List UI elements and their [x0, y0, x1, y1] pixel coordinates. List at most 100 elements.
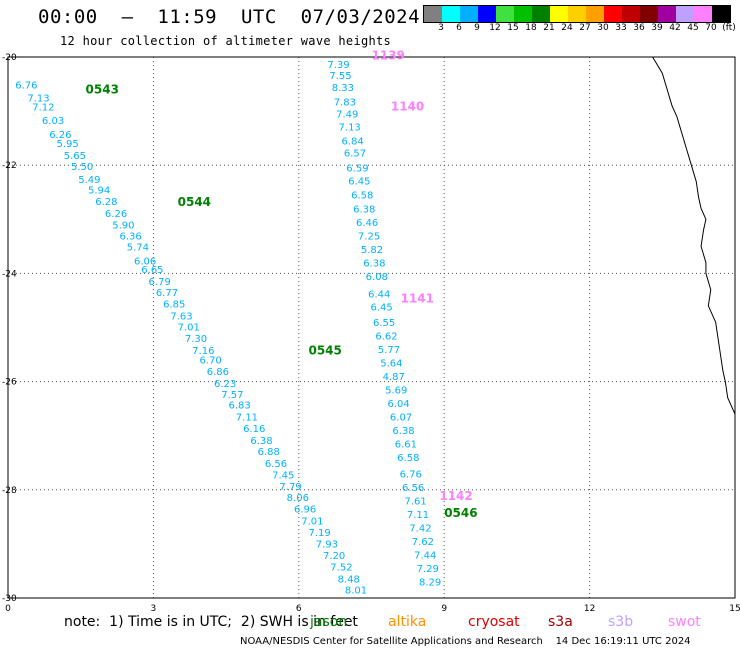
pass-time-label: 0544	[178, 195, 211, 209]
wave-height-label: 6.04	[387, 399, 409, 410]
legend-swatch	[568, 6, 586, 22]
wave-height-label: 5.82	[361, 245, 383, 256]
wave-height-label: 7.12	[32, 103, 54, 114]
wave-height-label: 5.49	[78, 175, 100, 186]
wave-height-label: 6.28	[95, 197, 117, 208]
y-tick-label: -20	[2, 53, 17, 63]
x-tick-label: 0	[5, 604, 11, 614]
wave-height-label: 7.20	[323, 551, 345, 562]
wave-height-label: 8.48	[338, 574, 360, 585]
footer: note: 1) Time is in UTC; 2) SWH is in fe…	[0, 610, 740, 650]
legend-swatch	[694, 6, 712, 22]
wave-height-label: 7.30	[185, 334, 207, 345]
wave-height-label: 6.46	[356, 218, 378, 229]
legend-label: 27	[579, 23, 591, 33]
legend-label: 18	[525, 23, 537, 33]
legend-swatch	[496, 6, 514, 22]
wave-height-label: 8.06	[287, 493, 309, 504]
wave-height-label: 6.56	[265, 459, 287, 470]
chart-subtitle: 12 hour collection of altimeter wave hei…	[60, 34, 392, 48]
wave-height-label: 6.06	[134, 257, 156, 268]
wave-height-label: 6.45	[348, 177, 370, 188]
legend-swatch	[460, 6, 478, 22]
wave-height-label: 7.93	[316, 540, 338, 551]
wave-height-label: 6.56	[402, 483, 424, 494]
x-tick-label: 9	[441, 604, 447, 614]
wave-height-label: 8.29	[419, 578, 441, 589]
wave-height-label: 5.65	[64, 151, 86, 162]
legend-label: 42	[669, 23, 681, 33]
wave-height-label: 6.26	[105, 209, 127, 220]
chart-title: 00:00 – 11:59 UTC 07/03/2024	[38, 6, 421, 28]
wave-height-label: 7.44	[414, 551, 436, 562]
x-tick-label: 15	[729, 604, 740, 614]
legend-label: 6	[456, 23, 462, 33]
wave-height-label: 7.62	[412, 537, 434, 548]
legend-label: 70	[705, 23, 717, 33]
pass-time-label: 1141	[401, 292, 434, 306]
wave-height-label: 7.01	[178, 323, 200, 334]
legend-label: 24	[561, 23, 573, 33]
wave-height-label: 7.49	[336, 110, 358, 121]
wave-height-label: 5.94	[88, 185, 110, 196]
wave-height-label: 7.83	[334, 98, 356, 109]
wave-height-label: 6.79	[149, 277, 171, 288]
wave-height-label: 7.52	[330, 562, 352, 573]
legend-swatch	[604, 6, 622, 22]
legend-label: 15	[507, 23, 519, 33]
y-tick-label: -22	[2, 161, 17, 171]
legend-label: 45	[687, 23, 699, 33]
wave-height-label: 6.85	[163, 299, 185, 310]
wave-height-label: 6.03	[42, 116, 64, 127]
y-tick-label: -26	[2, 378, 17, 388]
wave-height-label: 8.33	[332, 83, 354, 94]
wave-height-label: 5.77	[378, 345, 400, 356]
wave-height-label: 6.65	[141, 265, 163, 276]
wave-height-label: 4.87	[383, 372, 405, 383]
wave-height-label: 7.61	[404, 496, 426, 507]
wave-height-label: 6.61	[395, 440, 417, 451]
wave-height-label: 5.90	[112, 220, 134, 231]
wave-height-label: 7.55	[329, 71, 351, 82]
wave-height-label: 6.58	[351, 191, 373, 202]
wave-height-label: 6.07	[390, 413, 412, 424]
wave-height-label: 6.59	[346, 164, 368, 175]
pass-time-label: 0545	[308, 344, 341, 358]
legend-swatch	[658, 6, 676, 22]
satellite-key-altika: altika	[388, 614, 427, 630]
wave-height-label: 7.11	[236, 413, 258, 424]
legend-label: 12	[489, 23, 501, 33]
wave-height-label: 6.26	[49, 130, 71, 141]
wave-height-label: 5.50	[71, 162, 93, 173]
satellite-key-swot: swot	[668, 614, 701, 630]
wave-height-label: 7.13	[339, 123, 361, 134]
pass-time-label: 1140	[391, 100, 424, 114]
wave-height-label: 6.36	[119, 231, 141, 242]
wave-height-label: 6.08	[366, 272, 388, 283]
legend-swatch	[550, 6, 568, 22]
color-legend-labels: 3 6 9 12 15 18 21 24 27 30 33 36 39 42 45 70 (ft)	[423, 23, 739, 35]
pass-time-label: 1142	[439, 489, 472, 503]
wave-height-label: 6.58	[397, 453, 419, 464]
wave-height-label: 7.01	[301, 516, 323, 527]
wave-height-label: 6.38	[363, 258, 385, 269]
x-tick-label: 3	[151, 604, 157, 614]
wave-height-label: 7.79	[279, 482, 301, 493]
wave-height-label: 6.62	[375, 331, 397, 342]
wave-height-label: 7.63	[170, 311, 192, 322]
footnote: note: 1) Time is in UTC; 2) SWH is in fe…	[64, 614, 358, 630]
legend-swatch	[478, 6, 496, 22]
x-tick-label: 6	[296, 604, 302, 614]
wave-height-label: 6.84	[341, 137, 363, 148]
legend-label: 39	[651, 23, 663, 33]
wave-height-label: 7.25	[358, 231, 380, 242]
wave-height-label: 7.16	[192, 346, 214, 357]
credit-line: NOAA/NESDIS Center for Satellite Applica…	[240, 636, 691, 647]
pass-time-label: 0543	[86, 82, 119, 96]
legend-swatch	[424, 6, 442, 22]
wave-height-label: 5.69	[385, 386, 407, 397]
satellite-key-s3b: s3b	[608, 614, 634, 630]
legend-label: 3	[438, 23, 444, 33]
y-tick-label: -24	[2, 269, 17, 279]
